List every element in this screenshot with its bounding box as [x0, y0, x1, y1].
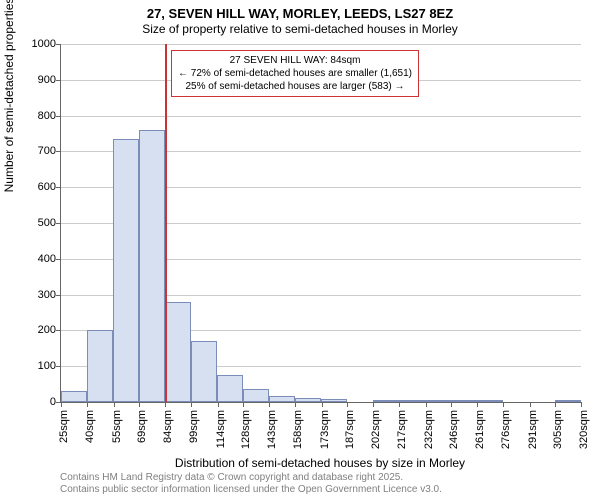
attribution-line2: Contains public sector information licen…: [60, 484, 442, 496]
x-tick-label: 276sqm: [500, 410, 512, 450]
x-tick-mark: [399, 402, 400, 407]
x-tick-label: 232sqm: [423, 410, 435, 450]
x-tick-mark: [295, 402, 296, 407]
y-tick-label: 100: [20, 361, 56, 372]
histogram-bar: [165, 302, 191, 402]
x-tick-label: 99sqm: [188, 410, 200, 450]
x-tick-label: 217sqm: [396, 410, 408, 450]
grid-line: [61, 44, 581, 45]
x-tick-mark: [269, 402, 270, 407]
x-tick-mark: [243, 402, 244, 407]
x-tick-label: 128sqm: [240, 410, 252, 450]
chart-subtitle: Size of property relative to semi-detach…: [0, 22, 600, 36]
x-tick-mark: [218, 402, 219, 407]
histogram-bar: [243, 389, 269, 402]
x-tick-mark: [503, 402, 504, 407]
y-tick-label: 400: [20, 254, 56, 265]
x-tick-label: 291sqm: [527, 410, 539, 450]
x-tick-label: 305sqm: [552, 410, 564, 450]
attribution-line1: Contains HM Land Registry data © Crown c…: [60, 472, 442, 484]
x-tick-label: 143sqm: [266, 410, 278, 450]
histogram-bar: [61, 391, 87, 402]
histogram-bar: [217, 375, 243, 402]
grid-line: [61, 116, 581, 117]
histogram-bar: [373, 400, 399, 402]
histogram-bar: [295, 398, 321, 402]
marker-vertical-line: [165, 44, 167, 402]
y-tick-label: 600: [20, 182, 56, 193]
x-tick-label: 202sqm: [370, 410, 382, 450]
x-tick-label: 320sqm: [578, 410, 590, 450]
x-tick-mark: [347, 402, 348, 407]
x-tick-mark: [581, 402, 582, 407]
histogram-bar: [269, 396, 295, 402]
x-tick-label: 84sqm: [162, 410, 174, 450]
annotation-line3: 25% of semi-detached houses are larger (…: [178, 80, 412, 93]
histogram-bar: [87, 330, 113, 402]
x-tick-mark: [114, 402, 115, 407]
chart-title: 27, SEVEN HILL WAY, MORLEY, LEEDS, LS27 …: [0, 6, 600, 21]
x-tick-mark: [61, 402, 62, 407]
y-tick-label: 700: [20, 146, 56, 157]
histogram-bar: [555, 400, 581, 402]
x-tick-mark: [322, 402, 323, 407]
x-tick-mark: [87, 402, 88, 407]
x-tick-mark: [451, 402, 452, 407]
y-axis-label: Number of semi-detached properties: [2, 0, 16, 220]
y-tick-label: 500: [20, 218, 56, 229]
plot-area: 27 SEVEN HILL WAY: 84sqm ← 72% of semi-d…: [60, 44, 581, 403]
x-tick-label: 114sqm: [215, 410, 227, 450]
histogram-bar: [425, 400, 451, 402]
x-tick-mark: [426, 402, 427, 407]
chart-container: 27, SEVEN HILL WAY, MORLEY, LEEDS, LS27 …: [0, 0, 600, 500]
x-tick-label: 158sqm: [292, 410, 304, 450]
histogram-bar: [477, 400, 503, 402]
x-tick-mark: [555, 402, 556, 407]
x-tick-mark: [165, 402, 166, 407]
x-tick-label: 261sqm: [474, 410, 486, 450]
attribution: Contains HM Land Registry data © Crown c…: [60, 472, 442, 496]
histogram-bar: [191, 341, 217, 402]
x-tick-label: 173sqm: [319, 410, 331, 450]
y-tick-label: 0: [20, 397, 56, 408]
x-tick-label: 187sqm: [344, 410, 356, 450]
histogram-bar: [399, 400, 425, 402]
y-tick-label: 300: [20, 290, 56, 301]
x-tick-mark: [530, 402, 531, 407]
x-tick-label: 55sqm: [111, 410, 123, 450]
annotation-line2: ← 72% of semi-detached houses are smalle…: [178, 67, 412, 80]
histogram-bar: [321, 399, 347, 402]
x-tick-label: 246sqm: [448, 410, 460, 450]
y-tick-label: 1000: [20, 39, 56, 50]
histogram-bar: [139, 130, 165, 402]
annotation-box: 27 SEVEN HILL WAY: 84sqm ← 72% of semi-d…: [171, 50, 419, 97]
x-tick-mark: [373, 402, 374, 407]
annotation-line1: 27 SEVEN HILL WAY: 84sqm: [178, 54, 412, 67]
y-tick-label: 800: [20, 111, 56, 122]
histogram-bar: [451, 400, 477, 402]
x-tick-label: 40sqm: [84, 410, 96, 450]
y-tick-label: 900: [20, 75, 56, 86]
y-tick-label: 200: [20, 325, 56, 336]
x-axis-label: Distribution of semi-detached houses by …: [60, 456, 580, 470]
x-tick-mark: [191, 402, 192, 407]
x-tick-label: 69sqm: [136, 410, 148, 450]
x-tick-mark: [139, 402, 140, 407]
x-tick-label: 25sqm: [58, 410, 70, 450]
x-tick-mark: [477, 402, 478, 407]
histogram-bar: [113, 139, 139, 402]
